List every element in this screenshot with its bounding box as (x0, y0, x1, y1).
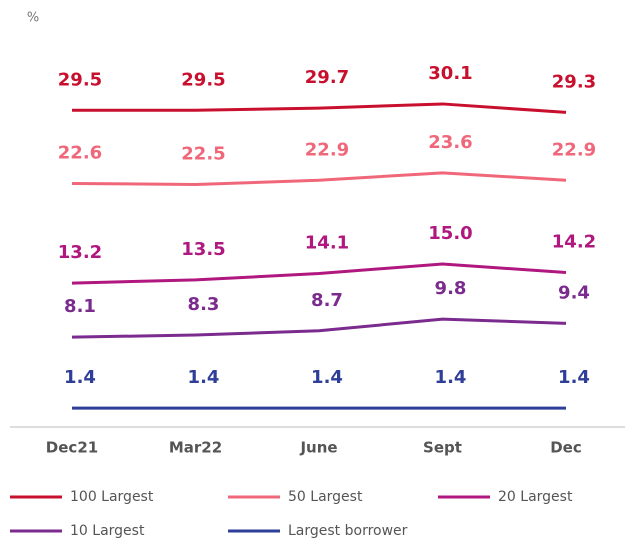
data-label: 29.5 (181, 69, 225, 90)
data-label: 1.4 (188, 367, 220, 388)
data-label: 1.4 (311, 367, 343, 388)
legend-label: 100 Largest (70, 489, 154, 505)
x-tick-label: Sept (423, 439, 462, 457)
data-label: 8.7 (311, 290, 343, 311)
data-label: 30.1 (428, 63, 472, 84)
x-tick-label: June (299, 439, 337, 457)
data-label: 1.4 (435, 367, 467, 388)
data-label: 9.4 (558, 282, 590, 303)
data-label: 1.4 (558, 367, 590, 388)
legend-label: 20 Largest (498, 489, 573, 505)
data-label: 1.4 (64, 367, 96, 388)
data-label: 13.2 (58, 242, 102, 263)
series-line (72, 102, 567, 114)
data-label: 22.5 (181, 144, 225, 165)
data-label: 29.3 (552, 71, 596, 92)
data-label: 15.0 (428, 223, 472, 244)
unit-label: % (27, 11, 39, 26)
data-label: 22.9 (305, 139, 349, 160)
data-label: 8.1 (64, 296, 96, 317)
series-line (71, 317, 567, 339)
data-label: 8.3 (188, 294, 220, 315)
data-label: 14.1 (305, 233, 349, 254)
data-label: 14.2 (552, 231, 596, 252)
legend-label: 10 Largest (70, 523, 145, 539)
data-label: 9.8 (435, 278, 467, 299)
data-label: 13.5 (181, 239, 225, 260)
series-line (71, 171, 567, 187)
legend-label: 50 Largest (288, 489, 363, 505)
data-label: 22.6 (58, 142, 102, 163)
x-tick-label: Mar22 (169, 439, 222, 457)
data-label: 29.5 (58, 69, 102, 90)
data-label: 29.7 (305, 67, 349, 88)
x-tick-label: Dec21 (46, 439, 98, 457)
data-label: 22.9 (552, 139, 596, 160)
x-tick-label: Dec (550, 439, 582, 457)
data-label: 23.6 (428, 132, 472, 153)
legend-label: Largest borrower (288, 523, 408, 539)
series-line (71, 262, 567, 285)
